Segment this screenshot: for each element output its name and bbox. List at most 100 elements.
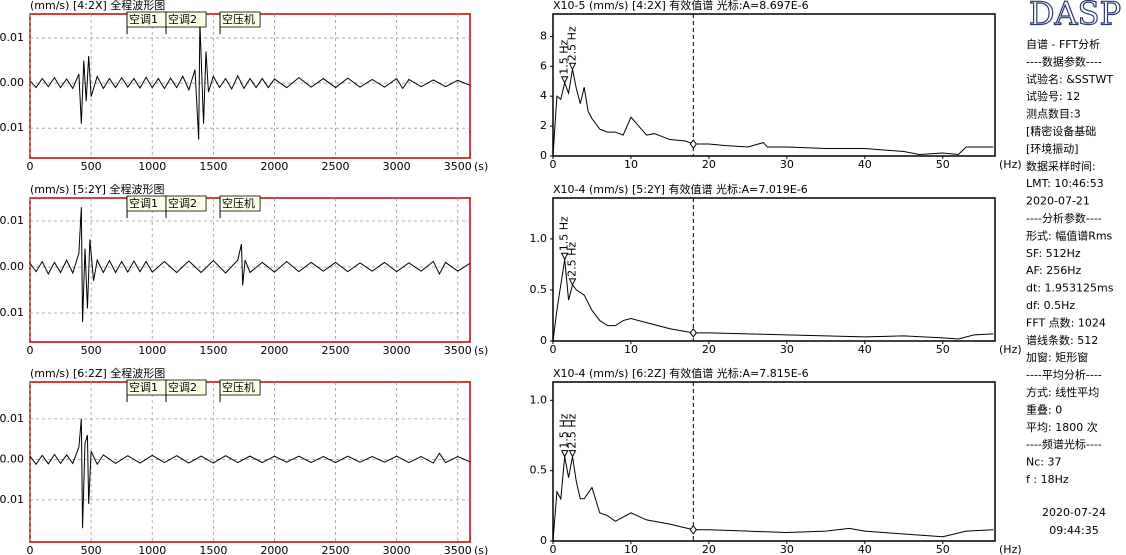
panel-line: 数据采样时间: [1026,159,1096,173]
x-tick-label: 3000 [383,160,411,173]
x-tick-label: 0 [550,343,557,356]
x-tick-label: 1000 [138,344,166,357]
peak-marker [568,278,577,286]
x-tick-label: 40 [858,543,872,555]
cursor-marker [689,327,697,338]
cursor-marker [689,524,697,535]
panel-line: 2020-07-21 [1026,195,1090,208]
annotation-label: 空调1 [129,380,158,394]
annotation-box [165,11,207,28]
panel-line: ----频谱光标---- [1026,437,1102,451]
x-tick-label: 30 [780,343,794,356]
panel-line: 自谱 - FFT分析 [1026,37,1100,51]
annotation-label: 空压机 [222,12,255,26]
x-tick-label: 2000 [260,344,288,357]
y-tick-label: 0 [540,534,547,547]
y-tick-label: -0.01 [0,306,24,319]
panel-line: ----平均分析---- [1026,368,1102,382]
x-tick-label: 500 [81,344,102,357]
chart-title: X10-4 (mm/s) [6:2Z] 有效值谱 光标:A=7.815E-6 [553,366,809,380]
x-tick-label: 50 [936,343,950,356]
y-tick-label: 0.5 [530,283,548,296]
panel-line: AF: 256Hz [1026,264,1081,277]
cursor-marker [689,139,697,149]
x-tick-label: 3500 [444,544,472,555]
y-tick-label: 1.0 [530,393,548,406]
x-tick-label: 10 [624,343,638,356]
plot-area [29,197,471,343]
peak-marker [560,252,569,261]
chart-title: (mm/s) [5:2Y] 全程波形图 [30,182,164,196]
y-tick-label: 6 [540,59,547,72]
panel-line: FFT 点数: 1024 [1026,316,1106,329]
y-tick-label: 0.00 [0,260,24,273]
annotation-label: 空调2 [168,12,197,26]
x-axis-label: (s) [474,160,488,173]
panel-line: 形式: 幅值谱Rms [1026,228,1113,242]
peak-marker [568,62,577,71]
series-line [552,456,994,542]
y-tick-label: 0.01 [0,412,24,425]
plot-area [552,381,996,542]
series-line [552,69,994,157]
x-tick-label: 20 [702,343,716,356]
y-tick-label: 4 [540,89,547,102]
x-tick-label: 2500 [322,344,350,357]
x-tick-label: 0 [550,158,557,171]
y-tick-label: 8 [540,29,547,42]
panel-line: SF: 512Hz [1026,247,1081,260]
x-axis-label: (s) [474,544,488,555]
y-tick-label: -0.01 [0,493,24,506]
x-tick-label: 2500 [322,160,350,173]
panel-line: 方式: 线性平均 [1026,385,1099,399]
chart-title: (mm/s) [4:2X] 全程波形图 [30,0,165,12]
annotation-box [219,379,261,396]
panel-line: ----分析参数---- [1026,211,1102,225]
y-tick-label: 0.00 [0,452,24,465]
x-tick-label: 20 [702,543,716,555]
x-tick-label: 10 [624,158,638,171]
peak-label: 1.5 Hz [558,413,571,448]
x-tick-label: 3000 [383,544,411,555]
x-tick-label: 20 [702,158,716,171]
x-tick-label: 10 [624,543,638,555]
series-line [29,207,471,323]
x-tick-label: 40 [858,158,872,171]
x-tick-label: 0 [27,544,34,555]
annotation-label: 空调1 [129,196,158,210]
panel-line: 试验名: &SSTWT [1026,72,1113,86]
chart-title: X10-5 (mm/s) [4:2X] 有效值谱 光标:A=8.697E-6 [553,0,809,12]
annotation-label: 空压机 [222,380,255,394]
panel-line: 平均: 1800 次 [1026,420,1098,434]
y-tick-label: 0 [540,334,547,347]
series-line [29,418,471,529]
x-tick-label: 3500 [444,160,472,173]
x-tick-label: 3000 [383,344,411,357]
x-axis-label: (Hz) [999,543,1022,555]
annotation-box [219,11,261,28]
x-tick-label: 30 [780,158,794,171]
x-tick-label: 0 [27,344,34,357]
plot-area [552,13,996,157]
chart-title: X10-4 (mm/s) [5:2Y] 有效值谱 光标:A=7.019E-6 [553,182,808,196]
panel-line: 测点数目:3 [1026,108,1081,121]
panel-line: 试验号: 12 [1026,89,1080,103]
panel-line: [环境振动] [1026,141,1079,155]
peak-marker [560,76,569,84]
annotation-box [165,195,207,212]
panel-line: LMT: 10:46:53 [1026,177,1104,190]
x-tick-label: 500 [81,160,102,173]
panel-line: ----数据参数---- [1026,54,1102,68]
annotation-box [165,379,207,396]
x-tick-label: 50 [936,543,950,555]
y-tick-label: 0.01 [0,31,24,44]
peak-label: 2.5 Hz [565,242,578,277]
annotation-label: 空调2 [168,380,197,394]
x-tick-label: 2500 [322,544,350,555]
peak-label: 2.5 Hz [565,26,578,61]
x-tick-label: 50 [936,158,950,171]
y-tick-label: 0.01 [0,214,24,227]
x-axis-label: (Hz) [999,158,1022,171]
y-tick-label: 1.0 [530,232,548,245]
